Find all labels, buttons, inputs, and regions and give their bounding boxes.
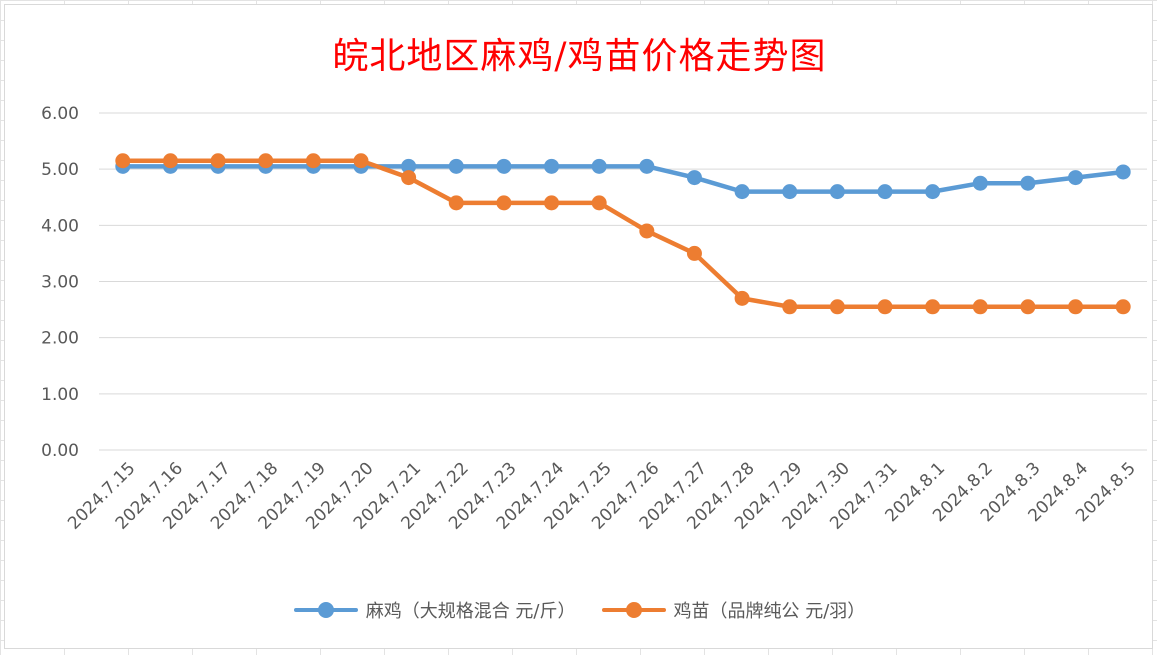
data-point-s1-11	[639, 223, 655, 239]
data-point-s0-11	[639, 158, 655, 174]
data-point-s1-7	[448, 195, 464, 211]
y-tick-label-6: 6.00	[41, 104, 79, 124]
legend-swatch-series-1	[601, 601, 666, 619]
data-point-s0-14	[782, 184, 798, 200]
data-point-s1-21	[1115, 299, 1131, 315]
data-point-s1-16	[877, 299, 893, 315]
data-point-s1-13	[734, 290, 750, 306]
data-point-s0-8	[496, 158, 512, 174]
data-point-s1-14	[782, 299, 798, 315]
legend-swatch-series-0	[293, 601, 358, 619]
data-point-s0-18	[972, 175, 988, 191]
y-tick-label-3: 3.00	[41, 273, 79, 293]
data-point-s1-17	[925, 299, 941, 315]
y-tick-label-5: 5.00	[41, 160, 79, 180]
data-point-s1-2	[210, 153, 226, 169]
data-point-s0-9	[544, 158, 560, 174]
series-line-0	[120, 164, 1126, 194]
data-point-s1-8	[496, 195, 512, 211]
data-point-s1-3	[258, 153, 274, 169]
data-point-s0-13	[734, 184, 750, 200]
legend-label-series-1: 鸡苗（品牌纯公 元/羽）	[673, 601, 866, 622]
data-point-s0-16	[877, 184, 893, 200]
chart-area[interactable]: 皖北地区麻鸡/鸡苗价格走势图 0.00 1.00 2.00 3.00 4.00 5.00 6…	[4, 4, 1153, 649]
legend: 麻鸡（大规格混合 元/斤） 鸡苗（品牌纯公 元/羽）	[5, 597, 1154, 623]
line-chart: 0.001.002.003.004.005.006.002024.7.15202…	[41, 104, 1147, 534]
data-point-s0-10	[591, 158, 607, 174]
legend-item-series-1: 鸡苗（品牌纯公 元/羽）	[601, 597, 866, 623]
legend-item-series-0: 麻鸡（大规格混合 元/斤）	[293, 597, 576, 623]
y-tick-label-1: 1.00	[41, 385, 79, 405]
data-point-s0-21	[1115, 164, 1131, 180]
y-tick-label-2: 2.00	[41, 329, 79, 349]
series-line-1	[120, 158, 1126, 310]
y-tick-label-0: 0.00	[41, 441, 79, 461]
data-point-s0-7	[448, 158, 464, 174]
data-point-s0-20	[1068, 170, 1084, 186]
data-point-s1-1	[162, 153, 178, 169]
data-point-s1-4	[305, 153, 321, 169]
data-point-s0-19	[1020, 175, 1036, 191]
data-point-s1-12	[686, 245, 702, 261]
data-point-s1-6	[401, 170, 417, 186]
data-point-s1-15	[829, 299, 845, 315]
data-point-s1-0	[115, 153, 131, 169]
data-point-s0-12	[686, 170, 702, 186]
data-point-s1-10	[591, 195, 607, 211]
data-point-s0-15	[829, 184, 845, 200]
data-point-s1-9	[544, 195, 560, 211]
data-point-s1-18	[972, 299, 988, 315]
data-point-s1-5	[353, 153, 369, 169]
data-point-s1-19	[1020, 299, 1036, 315]
chart-title: 皖北地区麻鸡/鸡苗价格走势图	[332, 36, 827, 77]
y-tick-label-4: 4.00	[41, 216, 79, 236]
data-point-s0-6	[401, 158, 417, 174]
legend-label-series-0: 麻鸡（大规格混合 元/斤）	[365, 601, 576, 622]
data-point-s0-17	[925, 184, 941, 200]
data-point-s1-20	[1068, 299, 1084, 315]
